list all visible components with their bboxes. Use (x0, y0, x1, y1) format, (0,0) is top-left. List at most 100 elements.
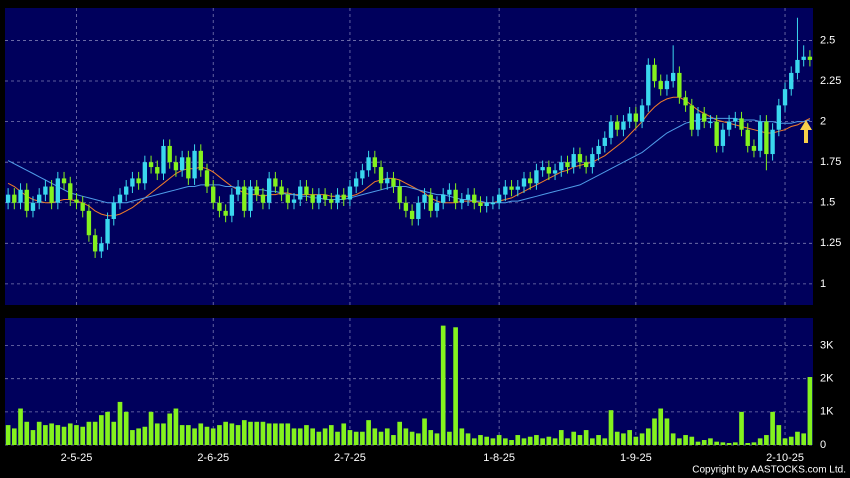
candle-body (776, 105, 781, 130)
candle-body (503, 186, 508, 195)
candle-body (242, 186, 247, 211)
candle-body (99, 243, 104, 252)
volume-bar (776, 425, 782, 445)
candle-body (142, 162, 148, 184)
candle-body (534, 170, 539, 184)
volume-bar (310, 428, 315, 445)
price-panel (5, 8, 813, 305)
candle-body (124, 186, 129, 195)
candle-body (683, 97, 688, 106)
volume-bar (546, 436, 552, 445)
volume-bar (24, 421, 30, 445)
candle-body (602, 137, 607, 146)
candle-body (608, 121, 614, 138)
candle-body (515, 186, 520, 190)
volume-bar (621, 433, 626, 445)
volume-bar (204, 426, 210, 445)
candle-body (167, 145, 172, 163)
volume-bar (92, 421, 98, 445)
volume-bar (223, 421, 228, 445)
candle-body (546, 167, 552, 174)
candle-body (428, 194, 433, 211)
volume-panel (5, 318, 813, 445)
candle-body (416, 202, 421, 219)
candle-body (254, 186, 259, 195)
candle-body (148, 162, 154, 168)
candle-body (583, 162, 589, 168)
volume-bar (142, 426, 148, 445)
volume-bar (757, 438, 763, 445)
candle-body (5, 194, 11, 203)
candle-body (273, 178, 278, 187)
x-tick-label: 2-5-25 (61, 452, 93, 464)
volume-bar (788, 436, 794, 445)
volume-bar (552, 438, 558, 445)
volume-bar (732, 442, 738, 445)
candle-body (664, 81, 670, 90)
candle-body (633, 113, 639, 122)
candle-body (528, 178, 533, 184)
volume-bar (347, 430, 353, 445)
candle-body (360, 170, 365, 179)
candle-body (335, 194, 340, 203)
volume-bar (658, 408, 664, 445)
y-tick-label: 2.5 (820, 34, 835, 46)
volume-bar (198, 423, 204, 445)
volume-bar (478, 435, 483, 445)
volume-bar (304, 425, 309, 445)
candle-body (30, 202, 36, 211)
volume-bar (664, 418, 670, 445)
volume-bar (74, 425, 79, 445)
candle-body (211, 186, 216, 203)
candle-body (155, 167, 160, 174)
candle-body (521, 178, 527, 187)
candle-body (720, 129, 726, 146)
y-tick-label: 1.5 (820, 197, 835, 209)
candle-body (385, 178, 390, 184)
volume-bar (683, 435, 688, 445)
copyright: Copyright by AASTOCKS.com Ltd. (692, 465, 846, 476)
volume-bar (770, 411, 775, 445)
candle-body (204, 170, 210, 187)
volume-bar (273, 423, 278, 445)
candle-body (708, 121, 713, 124)
candle-body (795, 59, 800, 73)
y-tick-label: 1.25 (820, 237, 841, 249)
x-tick-label: 1-9-25 (620, 452, 652, 464)
volume-bar (11, 428, 17, 445)
x-tick-label: 2-10-25 (766, 452, 804, 464)
candle-body (192, 150, 197, 179)
volume-bar (490, 438, 496, 445)
y-tick-label: 1K (820, 406, 834, 418)
volume-bar (105, 411, 110, 445)
candle-body (559, 162, 564, 171)
volume-bar (739, 411, 744, 445)
candle-body (726, 121, 732, 130)
candle-body (403, 202, 409, 211)
volume-bar (217, 425, 222, 445)
candle-body (316, 194, 322, 203)
candle-body (279, 186, 284, 195)
volume-bar (484, 436, 490, 445)
volume-bar (99, 415, 104, 445)
plot-layer: 1 1.25 1.5 1.75 2 2.25 2.5 0 1K 2K 3K 2-5-25 2-6-25 2… (5, 8, 841, 464)
volume-bar (590, 438, 595, 445)
volume-bar (341, 423, 347, 445)
candle-body (12, 194, 17, 203)
candle-body (714, 121, 719, 146)
candle-body (397, 186, 402, 203)
volume-bar (36, 421, 42, 445)
candle-body (80, 202, 85, 211)
candle-body (74, 199, 79, 203)
volume-bar (689, 436, 695, 445)
y-tick-label: 1 (820, 278, 826, 290)
candle-body (733, 118, 738, 122)
volume-bar (782, 438, 788, 445)
candle-body (304, 186, 309, 195)
candle-body (453, 189, 458, 203)
volume-bar (328, 425, 334, 445)
y-tick-label: 2K (820, 373, 834, 385)
candle-body (43, 186, 48, 195)
volume-bar (701, 440, 707, 445)
volume-bar (677, 438, 682, 445)
